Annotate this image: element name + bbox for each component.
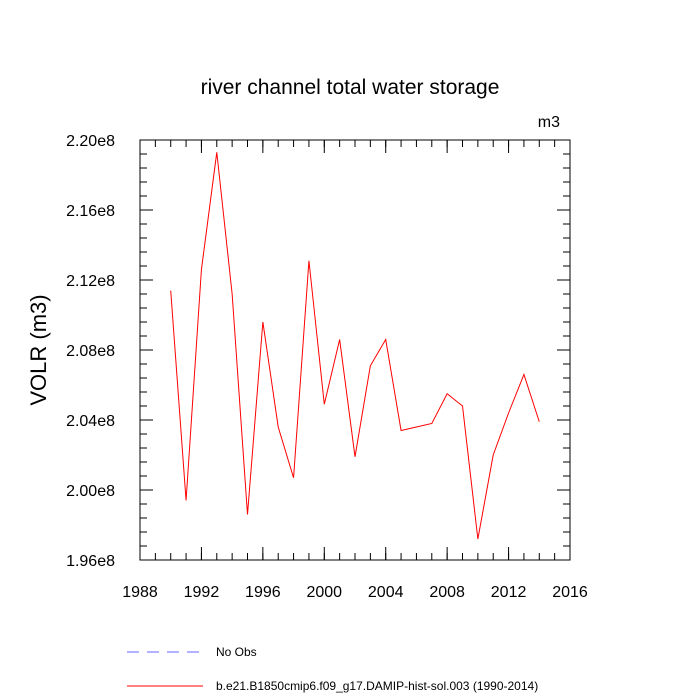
plot-frame — [139, 139, 571, 561]
x-tick-label: 2000 — [306, 584, 342, 601]
y-tick-label: 2.16e8 — [66, 203, 115, 220]
tick-labels: 1988 1992 1996 2000 2004 2008 2012 2016 1.96e8 2.… — [66, 133, 588, 601]
y-tick-label: 2.08e8 — [66, 343, 115, 360]
x-tick-label: 2008 — [429, 584, 465, 601]
x-tick-label: 1988 — [122, 584, 158, 601]
y-axis-label: VOLR (m3) — [26, 294, 51, 405]
x-tick-label: 1992 — [184, 584, 220, 601]
x-tick-label: 2016 — [552, 584, 588, 601]
minor-ticks — [139, 139, 571, 561]
chart-title: river channel total water storage — [201, 76, 500, 99]
x-tick-label: 2012 — [491, 584, 527, 601]
y-tick-label: 2.00e8 — [66, 483, 115, 500]
y-tick-label: 2.20e8 — [66, 133, 115, 150]
units-label: m3 — [538, 114, 560, 131]
y-tick-label: 2.04e8 — [66, 413, 115, 430]
x-tick-label: 2004 — [368, 584, 404, 601]
series-line-0 — [170, 152, 540, 540]
x-tick-label: 1996 — [245, 584, 281, 601]
legend-label-1: No Obs — [216, 645, 257, 659]
series-layer — [170, 152, 540, 540]
y-tick-label: 1.96e8 — [66, 553, 115, 570]
y-tick-label: 2.12e8 — [66, 273, 115, 290]
major-ticks — [139, 139, 571, 561]
legend: No Obs b.e21.B1850cmip6.f09_g17.DAMIP-his… — [127, 645, 538, 693]
legend-label-0: b.e21.B1850cmip6.f09_g17.DAMIP-hist-sol.… — [216, 679, 538, 693]
